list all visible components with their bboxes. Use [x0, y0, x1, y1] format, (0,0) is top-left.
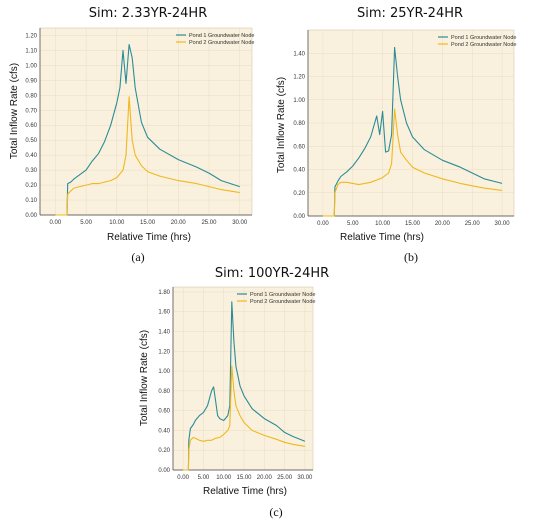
y-tick-label: 0.20 — [25, 183, 37, 189]
y-tick-label: 0.60 — [158, 409, 170, 415]
y-tick-label: 1.80 — [158, 290, 170, 296]
x-tick-label: 0.00 — [177, 475, 189, 481]
legend-entry: Pond 1 Groundwater Node — [189, 33, 254, 39]
chart-b-title: Sim: 25YR-24HR — [357, 6, 463, 21]
legend-entry: Pond 2 Groundwater Node — [250, 299, 315, 305]
chart-a-caption: (a) — [131, 250, 144, 264]
y-tick-label: 0.80 — [25, 93, 37, 99]
y-tick-label: 0.80 — [293, 121, 305, 127]
y-tick-label: 0.40 — [158, 428, 170, 434]
y-tick-label: 1.40 — [158, 330, 170, 336]
x-tick-label: 0.00 — [50, 220, 62, 226]
y-tick-label: 1.00 — [25, 63, 37, 69]
chart-c-caption: (c) — [269, 505, 282, 519]
y-tick-label: 0.60 — [293, 144, 305, 150]
chart-a-ylabel: Total Inflow Rate (cfs) — [9, 63, 20, 159]
chart-panel-c: Sim: 100YR-24HR Relative Time (hrs) Tota… — [139, 266, 329, 519]
series-line-pond1 — [183, 301, 306, 471]
x-tick-label: 25.00 — [277, 475, 293, 481]
chart-b-ylabel: Total Inflow Rate (cfs) — [276, 77, 287, 173]
chart-a-xlabel: Relative Time (hrs) — [107, 232, 191, 243]
y-tick-label: 0.40 — [293, 168, 305, 174]
y-tick-label: 0.00 — [25, 213, 37, 219]
y-tick-label: 0.80 — [158, 389, 170, 395]
chart-c-ylabel: Total Inflow Rate (cfs) — [139, 330, 150, 426]
chart-a-title: Sim: 2.33YR-24HR — [89, 6, 207, 21]
y-tick-label: 1.00 — [293, 98, 305, 104]
y-tick-label: 0.20 — [293, 191, 305, 197]
y-tick-label: 1.00 — [158, 369, 170, 375]
plot-c: 0.00 0.20 0.40 0.60 0.80 1.00 1.20 1.40 1.60 1.80… — [158, 286, 315, 481]
y-tick-label: 0.30 — [25, 168, 37, 174]
series-line-pond2 — [55, 96, 240, 216]
chart-c-title: Sim: 100YR-24HR — [215, 266, 329, 281]
chart-c-xlabel: Relative Time (hrs) — [203, 486, 287, 497]
y-tick-label: 1.20 — [158, 349, 170, 355]
x-tick-label: 25.00 — [201, 220, 217, 226]
y-tick-label: 1.60 — [158, 310, 170, 316]
y-tick-label: 0.00 — [158, 468, 170, 474]
x-tick-label: 5.00 — [198, 475, 210, 481]
legend-entry: Pond 2 Groundwater Node — [451, 42, 516, 48]
series-line-pond1 — [322, 46, 503, 217]
x-tick-label: 10.00 — [109, 220, 125, 226]
chart-panel-b: Sim: 25YR-24HR Relative Time (hrs) Total… — [276, 6, 463, 264]
x-tick-label: 15.00 — [140, 220, 156, 226]
chart-b-caption: (b) — [404, 250, 418, 264]
x-tick-label: 10.00 — [216, 475, 232, 481]
x-tick-label: 5.00 — [80, 220, 92, 226]
y-tick-label: 0.40 — [25, 153, 37, 159]
x-tick-label: 30.00 — [232, 220, 248, 226]
x-tick-label: 10.00 — [375, 221, 391, 227]
plot-area-a — [39, 27, 253, 216]
x-tick-label: 20.00 — [171, 220, 187, 226]
y-tick-label: 0.50 — [25, 138, 37, 144]
chart-panel-a: Sim: 2.33YR-24HR Relative Time (hrs) Tot… — [9, 6, 207, 264]
x-tick-label: 15.00 — [405, 221, 421, 227]
y-tick-label: 0.20 — [158, 448, 170, 454]
plot-a: 0.00 0.10 0.20 0.30 0.40 0.50 0.60 0.70 0.80 0.90… — [25, 27, 254, 226]
y-tick-label: 0.10 — [25, 198, 37, 204]
x-tick-label: 5.00 — [347, 221, 359, 227]
chart-b-xlabel: Relative Time (hrs) — [340, 232, 424, 243]
y-tick-label: 1.20 — [25, 33, 37, 39]
x-tick-label: 25.00 — [465, 221, 481, 227]
y-tick-label: 0.00 — [293, 214, 305, 220]
y-tick-label: 1.10 — [25, 48, 37, 54]
x-tick-label: 30.00 — [495, 221, 511, 227]
series-line-pond1 — [55, 43, 240, 216]
x-tick-label: 0.00 — [317, 221, 329, 227]
y-tick-label: 1.20 — [293, 75, 305, 81]
legend-entry: Pond 2 Groundwater Node — [189, 40, 254, 46]
y-tick-label: 0.90 — [25, 78, 37, 84]
series-line-pond2 — [322, 108, 503, 217]
legend-entry: Pond 1 Groundwater Node — [250, 292, 315, 298]
y-tick-label: 0.70 — [25, 108, 37, 114]
x-tick-label: 30.00 — [297, 475, 313, 481]
x-tick-label: 20.00 — [435, 221, 451, 227]
x-tick-label: 15.00 — [237, 475, 253, 481]
x-tick-label: 20.00 — [257, 475, 273, 481]
legend-entry: Pond 1 Groundwater Node — [451, 35, 516, 41]
plot-b: 0.00 0.20 0.40 0.60 0.80 1.00 1.20 1.40 0.00 5.00… — [293, 29, 516, 227]
series-line-pond2 — [183, 365, 305, 471]
y-tick-label: 1.40 — [293, 51, 305, 57]
plot-area-c — [172, 286, 314, 471]
y-tick-label: 0.60 — [25, 123, 37, 129]
